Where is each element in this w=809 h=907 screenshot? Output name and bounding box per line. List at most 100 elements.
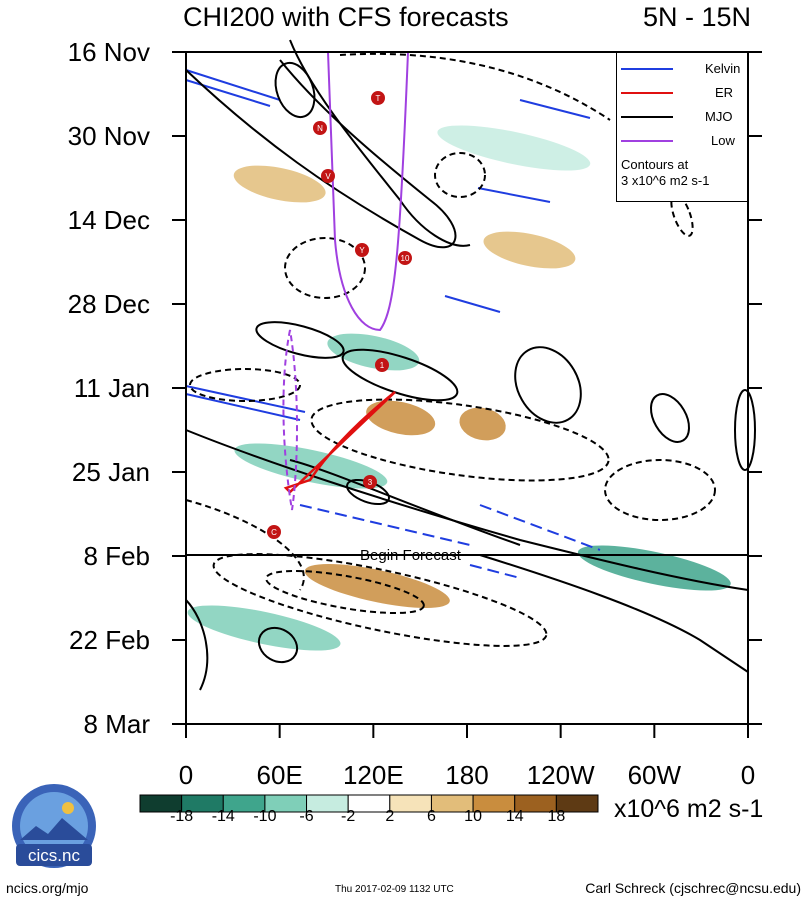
colorbar-label: 2 [385, 808, 395, 825]
y-tick-label: 30 Nov [67, 121, 150, 151]
footer-author: Carl Schreck (cjschrec@ncsu.edu) [585, 880, 801, 896]
storm-marker [371, 91, 385, 105]
mjo-dashed-contour [185, 499, 305, 591]
colorbar-label: -14 [211, 808, 235, 825]
mjo-dashed-contour [434, 152, 486, 198]
mjo-dashed-contour [265, 569, 425, 615]
legend-label-er: ER [715, 85, 734, 100]
storm-marker [375, 358, 389, 372]
legend-swatch-mjo [621, 116, 673, 118]
er-contour [283, 391, 396, 494]
x-tick-label: 180 [445, 760, 489, 790]
cics-logo: cics.nc [12, 784, 96, 868]
forecast-label: Begin Forecast [360, 547, 461, 564]
colorbar-units: x10^6 m2 s-1 [614, 795, 764, 823]
x-tick-label: 0 [178, 760, 194, 790]
mjo-contour [185, 599, 209, 691]
kelvin-contour [185, 69, 281, 107]
anomaly-region-7 [327, 333, 420, 371]
mjo-contour [289, 459, 521, 546]
legend: Kelvin ER MJO Low Contours at 3 x10^6 m2… [616, 52, 748, 202]
x-tick-label: 0 [740, 760, 756, 790]
y-tick-label: 8 Mar [83, 709, 150, 739]
mjo-contour [255, 321, 345, 359]
footer-url[interactable]: ncics.org/mjo [6, 880, 89, 896]
storm-marker [398, 251, 412, 265]
mjo-contour [734, 389, 756, 471]
colorbar-label: 6 [427, 808, 436, 825]
storm-marker [363, 475, 377, 489]
storm-label: T [376, 94, 381, 103]
kelvin-contour [444, 99, 591, 313]
kelvin-contour [185, 385, 306, 421]
storm-label: 1 [380, 361, 385, 370]
storm-marker [313, 121, 327, 135]
anomaly-region-1 [366, 400, 436, 436]
colorbar-label: 14 [505, 808, 524, 825]
legend-swatch-er [621, 92, 673, 94]
mjo-dashed-contour [212, 553, 548, 647]
storm-marker [321, 169, 335, 183]
mjo-dashed-contour [604, 459, 716, 521]
low-contour [282, 329, 298, 511]
anomaly-region-3 [437, 125, 591, 171]
mjo-dashed-contour [189, 368, 301, 402]
anomaly-region-2 [459, 407, 506, 441]
mjo-contour [479, 554, 749, 673]
x-tick-label: 60W [627, 760, 682, 790]
legend-note-units: 3 x10^6 m2 s-1 [621, 173, 710, 188]
region-label: 5N - 15N [642, 2, 751, 32]
mjo-contour [185, 59, 457, 249]
logo-text: cics.nc [28, 846, 80, 865]
storm-label: Y [359, 246, 365, 255]
legend-label-low: Low [711, 133, 735, 148]
storm-label: C [271, 528, 277, 537]
mjo-dashed-contour [310, 398, 610, 482]
chart-title: CHI200 with CFS forecasts [183, 2, 509, 32]
mjo-contour [650, 393, 690, 443]
y-tick-label: 11 Jan [73, 373, 150, 403]
y-tick-label: 25 Jan [71, 457, 150, 487]
anomaly-region-6 [187, 605, 341, 651]
colorbar-label: 10 [464, 808, 482, 825]
colorbar-swatch [389, 794, 432, 813]
legend-swatch-low [621, 140, 673, 142]
colorbar-label: -6 [299, 808, 314, 825]
storm-marker [355, 243, 369, 257]
y-tick-label: 8 Feb [83, 541, 151, 571]
footer-timestamp: Thu 2017-02-09 1132 UTC [335, 884, 454, 895]
x-tick-label: 60E [256, 760, 303, 790]
storm-label: 3 [368, 478, 373, 487]
mjo-dashed-contour [284, 237, 366, 299]
anomaly-region-5 [577, 545, 731, 591]
anomaly-region-8 [233, 165, 326, 203]
x-tick-label: 120W [526, 760, 595, 790]
colorbar-swatch [555, 794, 599, 813]
colorbar-label: -18 [170, 808, 194, 825]
storm-marker [267, 525, 281, 539]
mjo-contour [274, 61, 316, 119]
low-contour [327, 51, 409, 332]
mjo-contour [185, 429, 749, 591]
legend-swatch-kelvin [621, 68, 673, 70]
storm-label: N [317, 124, 323, 133]
colorbar [139, 794, 599, 813]
storm-label: V [325, 172, 331, 181]
mjo-contour [289, 39, 471, 247]
legend-label-kelvin: Kelvin [705, 61, 741, 76]
y-tick-label: 22 Feb [69, 625, 150, 655]
y-tick-label: 14 Dec [67, 205, 150, 235]
legend-label-mjo: MJO [705, 109, 733, 124]
legend-note: Contours at [621, 157, 689, 172]
kelvin-contour [299, 504, 601, 579]
anomaly-region-0 [304, 564, 450, 608]
y-tick-label: 16 Nov [67, 37, 150, 67]
y-tick-label: 28 Dec [67, 289, 150, 319]
mjo-dashed-contour [339, 52, 611, 121]
contour-layer [185, 39, 756, 691]
mjo-contour [514, 346, 582, 424]
storm-label: 10 [401, 254, 410, 263]
colorbar-label: 18 [547, 808, 566, 825]
mjo-contour [257, 626, 299, 664]
